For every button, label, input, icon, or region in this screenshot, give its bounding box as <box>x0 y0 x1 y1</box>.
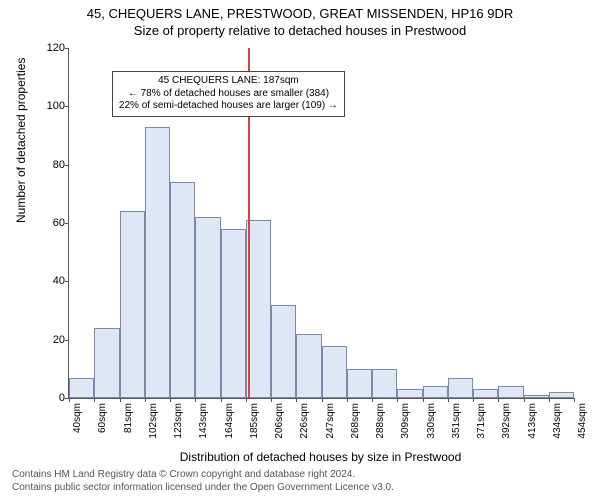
histogram-bar <box>347 369 372 398</box>
histogram-bar <box>498 386 523 398</box>
annotation-line: ← 78% of detached houses are smaller (38… <box>119 88 338 101</box>
histogram-bar <box>423 386 448 398</box>
histogram-bar <box>221 229 246 398</box>
histogram-bar <box>170 182 195 398</box>
x-tick-label: 40sqm <box>72 403 83 433</box>
x-tick-label: 371sqm <box>476 403 487 439</box>
x-tick-label: 309sqm <box>400 403 411 439</box>
histogram-bar <box>69 378 94 398</box>
annotation-line: 45 CHEQUERS LANE: 187sqm <box>119 75 338 88</box>
x-tick-label: 123sqm <box>173 403 184 439</box>
x-tick-label: 247sqm <box>325 403 336 439</box>
x-tick-label: 268sqm <box>350 403 361 439</box>
y-tick-label: 120 <box>37 42 65 54</box>
y-tick-label: 80 <box>37 159 65 171</box>
histogram-bar <box>94 328 119 398</box>
x-tick-label: 206sqm <box>274 403 285 439</box>
x-tick-label: 102sqm <box>148 403 159 439</box>
x-tick-label: 185sqm <box>249 403 260 439</box>
histogram-bar <box>448 378 473 398</box>
x-tick-label: 434sqm <box>552 403 563 439</box>
footer-attribution: Contains HM Land Registry data © Crown c… <box>12 468 394 494</box>
histogram-chart: 02040608010012040sqm60sqm81sqm102sqm123s… <box>68 48 573 398</box>
x-axis-label: Distribution of detached houses by size … <box>68 450 573 464</box>
x-tick-label: 330sqm <box>426 403 437 439</box>
x-tick-label: 454sqm <box>577 403 588 439</box>
x-tick-label: 60sqm <box>97 403 108 433</box>
y-tick-label: 100 <box>37 100 65 112</box>
annotation-box: 45 CHEQUERS LANE: 187sqm← 78% of detache… <box>112 71 345 117</box>
x-tick-label: 288sqm <box>375 403 386 439</box>
plot-area: 02040608010012040sqm60sqm81sqm102sqm123s… <box>68 48 574 399</box>
x-tick-label: 413sqm <box>527 403 538 439</box>
y-tick-label: 20 <box>37 334 65 346</box>
footer-line2: Contains public sector information licen… <box>12 481 394 494</box>
y-axis-label: Number of detached properties <box>14 58 28 223</box>
histogram-bar <box>120 211 145 398</box>
histogram-bar <box>524 395 549 398</box>
histogram-bar <box>195 217 220 398</box>
histogram-bar <box>296 334 321 398</box>
y-tick-label: 0 <box>37 392 65 404</box>
page-title-address: 45, CHEQUERS LANE, PRESTWOOD, GREAT MISS… <box>0 0 600 21</box>
histogram-bar <box>549 392 574 398</box>
y-tick-label: 40 <box>37 275 65 287</box>
histogram-bar <box>145 127 170 398</box>
x-tick-label: 143sqm <box>198 403 209 439</box>
histogram-bar <box>271 305 296 398</box>
histogram-bar <box>322 346 347 399</box>
x-tick-label: 351sqm <box>451 403 462 439</box>
x-tick-label: 81sqm <box>123 403 134 433</box>
x-tick-label: 164sqm <box>224 403 235 439</box>
x-tick-label: 226sqm <box>299 403 310 439</box>
histogram-bar <box>397 389 422 398</box>
y-tick-label: 60 <box>37 217 65 229</box>
page-title-subtitle: Size of property relative to detached ho… <box>0 21 600 38</box>
annotation-line: 22% of semi-detached houses are larger (… <box>119 100 338 113</box>
footer-line1: Contains HM Land Registry data © Crown c… <box>12 468 394 481</box>
x-tick-label: 392sqm <box>501 403 512 439</box>
histogram-bar <box>473 389 498 398</box>
histogram-bar <box>372 369 397 398</box>
